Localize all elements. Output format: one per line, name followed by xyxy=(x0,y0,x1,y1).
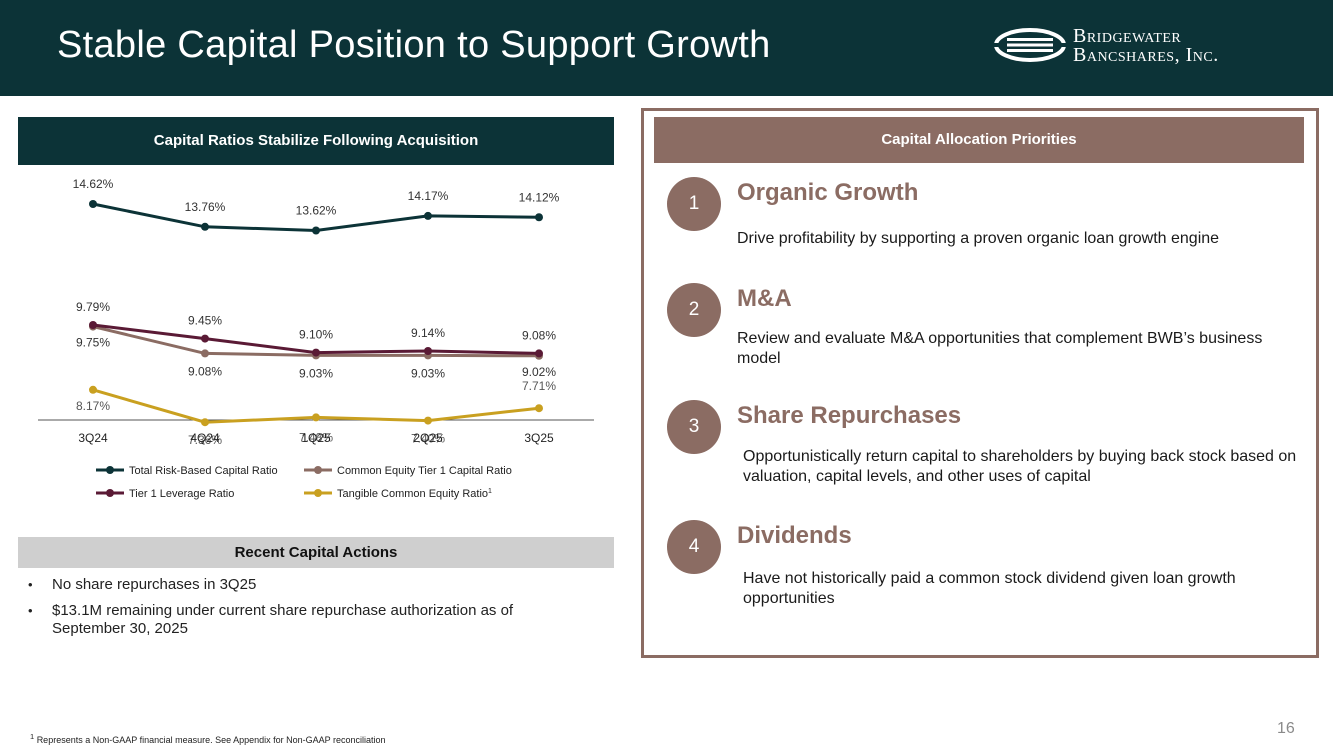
data-point xyxy=(89,321,97,329)
data-point xyxy=(312,413,320,422)
data-label: 9.10% xyxy=(299,328,333,342)
list-item: No share repurchases in 3Q25 xyxy=(28,576,588,594)
company-logo: Bridgewater Bancshares, Inc. xyxy=(993,25,1268,69)
page-title: Stable Capital Position to Support Growt… xyxy=(57,24,771,66)
priority-title: Share Repurchases xyxy=(737,402,962,429)
footnote-marker: 1 xyxy=(30,732,35,741)
data-label: 7.40% xyxy=(411,432,445,446)
x-tick-label: 4Q24 xyxy=(190,431,220,445)
data-point xyxy=(201,334,209,343)
data-point xyxy=(535,404,543,413)
data-label: 7.36% xyxy=(188,433,222,447)
x-tick-label: 3Q24 xyxy=(78,431,108,445)
priority-description: Have not historically paid a common stoc… xyxy=(743,570,1236,607)
data-point xyxy=(424,416,432,425)
data-label: 14.12% xyxy=(519,190,560,204)
data-label: 9.03% xyxy=(299,366,333,380)
legend-marker xyxy=(106,489,114,497)
data-label: 9.14% xyxy=(411,326,445,340)
data-label: 7.71% xyxy=(522,379,556,393)
data-point xyxy=(201,349,209,358)
priority-number-badge: 4 xyxy=(667,520,721,574)
data-point xyxy=(201,222,209,231)
data-label: 9.45% xyxy=(188,314,222,328)
priority-description: Opportunistically return capital to shar… xyxy=(743,448,1297,485)
recent-actions-list: No share repurchases in 3Q25 $13.1M rema… xyxy=(28,576,588,646)
priority-title: Organic Growth xyxy=(737,179,919,206)
data-point xyxy=(312,226,320,235)
capital-ratios-chart: 14.62% 13.76% 13.62% 14.17% 14.12% 9.75% 9.08%… xyxy=(18,165,614,505)
data-label: 13.62% xyxy=(296,204,337,218)
legend-label: Total Risk-Based Capital Ratio xyxy=(129,465,278,477)
footnote-text: Represents a Non-GAAP financial measure.… xyxy=(36,735,386,745)
data-point xyxy=(201,418,209,427)
chart-canvas: 14.62% 13.76% 13.62% 14.17% 14.12% 9.75% 9.08%… xyxy=(38,177,594,500)
data-label: 9.75% xyxy=(76,336,110,350)
data-point xyxy=(424,347,432,355)
priority-title: M&A xyxy=(737,285,792,312)
legend-label: Tangible Common Equity Ratio1 xyxy=(337,488,492,500)
page-number: 16 xyxy=(1277,720,1295,737)
chart-panel-title: Capital Ratios Stabilize Following Acqui… xyxy=(18,117,614,165)
legend-marker xyxy=(314,489,322,497)
legend-label: Common Equity Tier 1 Capital Ratio xyxy=(337,465,512,477)
data-point xyxy=(89,385,97,394)
footnote: 1 Represents a Non-GAAP financial measur… xyxy=(30,732,386,745)
priority-title: Dividends xyxy=(737,522,852,549)
priority-number-badge: 2 xyxy=(667,283,721,337)
data-label: 9.08% xyxy=(188,364,222,378)
priorities-title: Capital Allocation Priorities xyxy=(654,117,1304,163)
logo-wordmark: Bridgewater Bancshares, Inc. xyxy=(1073,25,1219,66)
x-tick-label: 3Q25 xyxy=(524,431,554,445)
list-item: $13.1M remaining under current share rep… xyxy=(28,602,588,638)
logo-mark-icon xyxy=(993,28,1067,62)
data-label: 9.03% xyxy=(411,366,445,380)
priority-number-badge: 1 xyxy=(667,177,721,231)
x-tick-label: 2Q25 xyxy=(413,431,443,445)
legend-marker xyxy=(106,466,114,474)
priority-description: Review and evaluate M&A opportunities th… xyxy=(737,330,1263,367)
data-label: 14.17% xyxy=(408,189,449,203)
data-label: 13.76% xyxy=(185,200,226,214)
recent-actions-title: Recent Capital Actions xyxy=(18,537,614,568)
data-point xyxy=(424,211,432,220)
data-label: 7.48% xyxy=(299,430,333,444)
priority-description: Drive profitability by supporting a prov… xyxy=(737,230,1220,247)
logo-line-2: Bancshares, Inc. xyxy=(1073,44,1219,66)
data-label: 14.62% xyxy=(73,177,114,191)
data-point xyxy=(535,213,543,222)
data-label: 9.79% xyxy=(76,300,110,314)
data-label: 8.17% xyxy=(76,399,110,413)
data-point xyxy=(312,348,320,357)
x-tick-label: 1Q25 xyxy=(301,431,331,445)
header-bar: Stable Capital Position to Support Growt… xyxy=(0,0,1333,96)
data-point xyxy=(89,200,97,208)
legend-label: Tier 1 Leverage Ratio xyxy=(129,488,234,500)
logo-line-1: Bridgewater xyxy=(1073,25,1182,47)
priorities-panel xyxy=(641,108,1319,658)
data-label: 9.08% xyxy=(522,328,556,342)
data-point xyxy=(535,349,543,358)
priority-number-badge: 3 xyxy=(667,400,721,454)
data-label: 9.02% xyxy=(522,365,556,379)
legend-marker xyxy=(314,466,322,474)
